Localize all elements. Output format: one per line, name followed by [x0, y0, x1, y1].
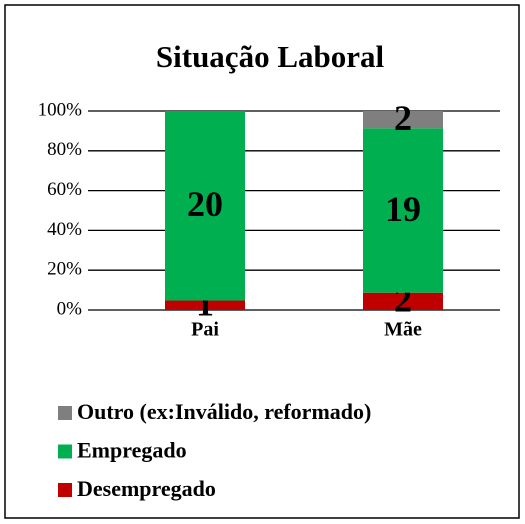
- bar-segment: [363, 128, 443, 293]
- data-label: 19: [385, 189, 421, 229]
- x-tick-label: Pai: [191, 319, 219, 341]
- legend-swatch: [58, 406, 72, 420]
- bar-segment: [363, 111, 443, 129]
- chart-title: Situação Laboral: [156, 39, 385, 74]
- y-tick-label: 100%: [38, 99, 83, 120]
- y-tick-label: 40%: [47, 219, 82, 240]
- bar-segment: [363, 292, 443, 310]
- y-tick-label: 80%: [47, 139, 82, 160]
- legend-label: Outro (ex:Inválido, reformado): [77, 399, 371, 424]
- legend-swatch: [58, 483, 72, 497]
- bar-segment: [165, 111, 245, 301]
- legend-swatch: [58, 444, 72, 459]
- data-label: 2: [394, 98, 412, 138]
- x-tick-label: Mãe: [384, 319, 422, 341]
- y-tick-label: 20%: [47, 259, 82, 280]
- y-tick-label: 0%: [57, 298, 83, 319]
- legend-label: Empregado: [77, 438, 187, 463]
- y-tick-label: 60%: [47, 179, 82, 200]
- legend-label: Desempregado: [77, 476, 216, 501]
- data-label: 20: [187, 184, 223, 224]
- bar-segment: [165, 300, 245, 310]
